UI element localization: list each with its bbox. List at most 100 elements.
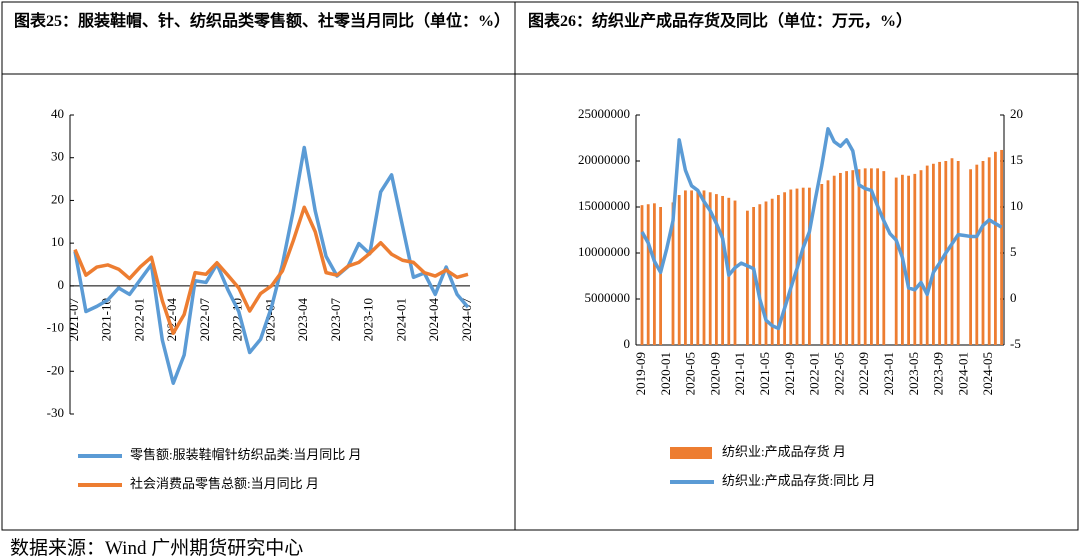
y2-tick-label: 5 <box>1010 244 1017 259</box>
y-tick-label: 5000000 <box>585 290 631 305</box>
x-tick-label: 2022-10 <box>230 298 245 341</box>
y-tick-label: 30 <box>51 149 64 164</box>
x-tick-label: 2020-01 <box>658 352 673 395</box>
bar <box>894 177 898 345</box>
bar <box>777 195 780 345</box>
bar <box>690 190 693 345</box>
legend-label: 纺织业:产成品存货:同比 月 <box>722 473 875 488</box>
y2-tick-label: -5 <box>1010 336 1021 351</box>
x-tick-label: 2020-05 <box>683 352 698 395</box>
y2-tick-label: 0 <box>1010 290 1017 305</box>
line <box>73 205 469 336</box>
legend-label: 社会消费品零售总额:当月同比 月 <box>130 476 319 491</box>
bar <box>950 158 954 345</box>
bar <box>870 168 873 345</box>
x-tick-label: 2023-04 <box>295 298 310 342</box>
x-tick-label: 2022-09 <box>856 352 871 395</box>
bar <box>696 191 700 345</box>
x-tick-label: 2024-01 <box>393 298 408 341</box>
x-tick-label: 2022-01 <box>131 298 146 341</box>
bar <box>820 184 824 345</box>
bar <box>857 169 861 345</box>
bar <box>640 205 644 345</box>
x-tick-label: 2021-01 <box>732 352 747 395</box>
bar <box>913 173 917 345</box>
x-tick-label: 2021-05 <box>757 352 772 395</box>
x-tick-label: 2023-10 <box>361 298 376 341</box>
bar <box>646 204 650 345</box>
bar <box>702 190 706 345</box>
chart-title: 图表25：服装鞋帽、针、纺织品类零售额、社零当月同比（单位：%） <box>14 13 511 30</box>
bar <box>764 201 768 345</box>
bar <box>932 163 935 345</box>
x-tick-label: 2021-07 <box>66 298 81 342</box>
x-tick-label: 2024-05 <box>980 352 995 395</box>
bar <box>907 175 910 345</box>
bar <box>845 171 848 345</box>
y-tick-label: 0 <box>624 336 631 351</box>
bar <box>671 202 675 345</box>
bar <box>919 170 923 345</box>
y-tick-label: 20 <box>51 191 64 206</box>
bar <box>746 210 749 345</box>
y-tick-label: -30 <box>47 405 64 420</box>
x-tick-label: 2023-09 <box>931 352 946 395</box>
bar <box>975 164 979 345</box>
x-tick-label: 2022-04 <box>164 298 179 342</box>
bar <box>708 192 712 345</box>
bar <box>981 161 985 345</box>
x-tick-label: 2020-09 <box>707 352 722 395</box>
y-tick-label: -10 <box>47 320 64 335</box>
y-tick-label: 20000000 <box>578 152 630 167</box>
bar <box>969 169 972 345</box>
bar <box>1000 149 1003 345</box>
bar <box>789 189 793 345</box>
y2-tick-label: 10 <box>1010 198 1023 213</box>
legend-swatch <box>670 447 712 459</box>
bar <box>758 204 762 345</box>
bar <box>721 195 724 345</box>
x-tick-label: 2023-01 <box>881 352 896 395</box>
bar <box>783 192 786 345</box>
bar <box>733 200 737 345</box>
frame <box>1 1 1079 531</box>
y-tick-label: 15000000 <box>578 198 630 213</box>
bar <box>851 170 855 345</box>
bar <box>994 151 997 345</box>
bar <box>987 157 991 345</box>
bar <box>938 161 941 345</box>
y2-tick-label: 15 <box>1010 152 1023 167</box>
x-tick-label: 2024-01 <box>955 352 970 395</box>
x-tick-label: 2021-10 <box>99 298 114 341</box>
y-tick-label: 0 <box>58 277 65 292</box>
bar <box>839 172 842 345</box>
x-tick-label: 2024-07 <box>459 298 474 342</box>
chart-title: 图表26：纺织业产成品存货及同比（单位：万元，%） <box>528 13 913 30</box>
y-tick-label: 10000000 <box>578 244 630 259</box>
x-tick-label: 2019-09 <box>633 352 648 395</box>
bar <box>863 168 867 345</box>
bar <box>653 203 656 345</box>
line <box>640 127 1003 331</box>
bar <box>684 190 687 345</box>
bar <box>925 165 929 345</box>
x-tick-label: 2024-04 <box>426 298 441 342</box>
legend-label: 纺织业:产成品存货 月 <box>722 444 846 459</box>
x-tick-label: 2021-09 <box>782 352 797 395</box>
bar <box>770 198 774 345</box>
y2-tick-label: 20 <box>1010 106 1023 121</box>
line <box>73 145 470 385</box>
legend-label: 零售额:服装鞋帽针纺织品类:当月同比 月 <box>130 447 361 462</box>
bar <box>882 171 886 345</box>
x-tick-label: 2022-05 <box>831 352 846 395</box>
bar <box>826 180 830 345</box>
y-tick-label: 10 <box>51 234 64 249</box>
bar <box>715 194 718 345</box>
x-tick-label: 2022-07 <box>197 298 212 342</box>
bar <box>832 175 836 345</box>
bar <box>956 161 960 345</box>
y-tick-label: 25000000 <box>578 106 630 121</box>
x-tick-label: 2022-01 <box>807 352 822 395</box>
y-tick-label: -20 <box>47 362 64 377</box>
